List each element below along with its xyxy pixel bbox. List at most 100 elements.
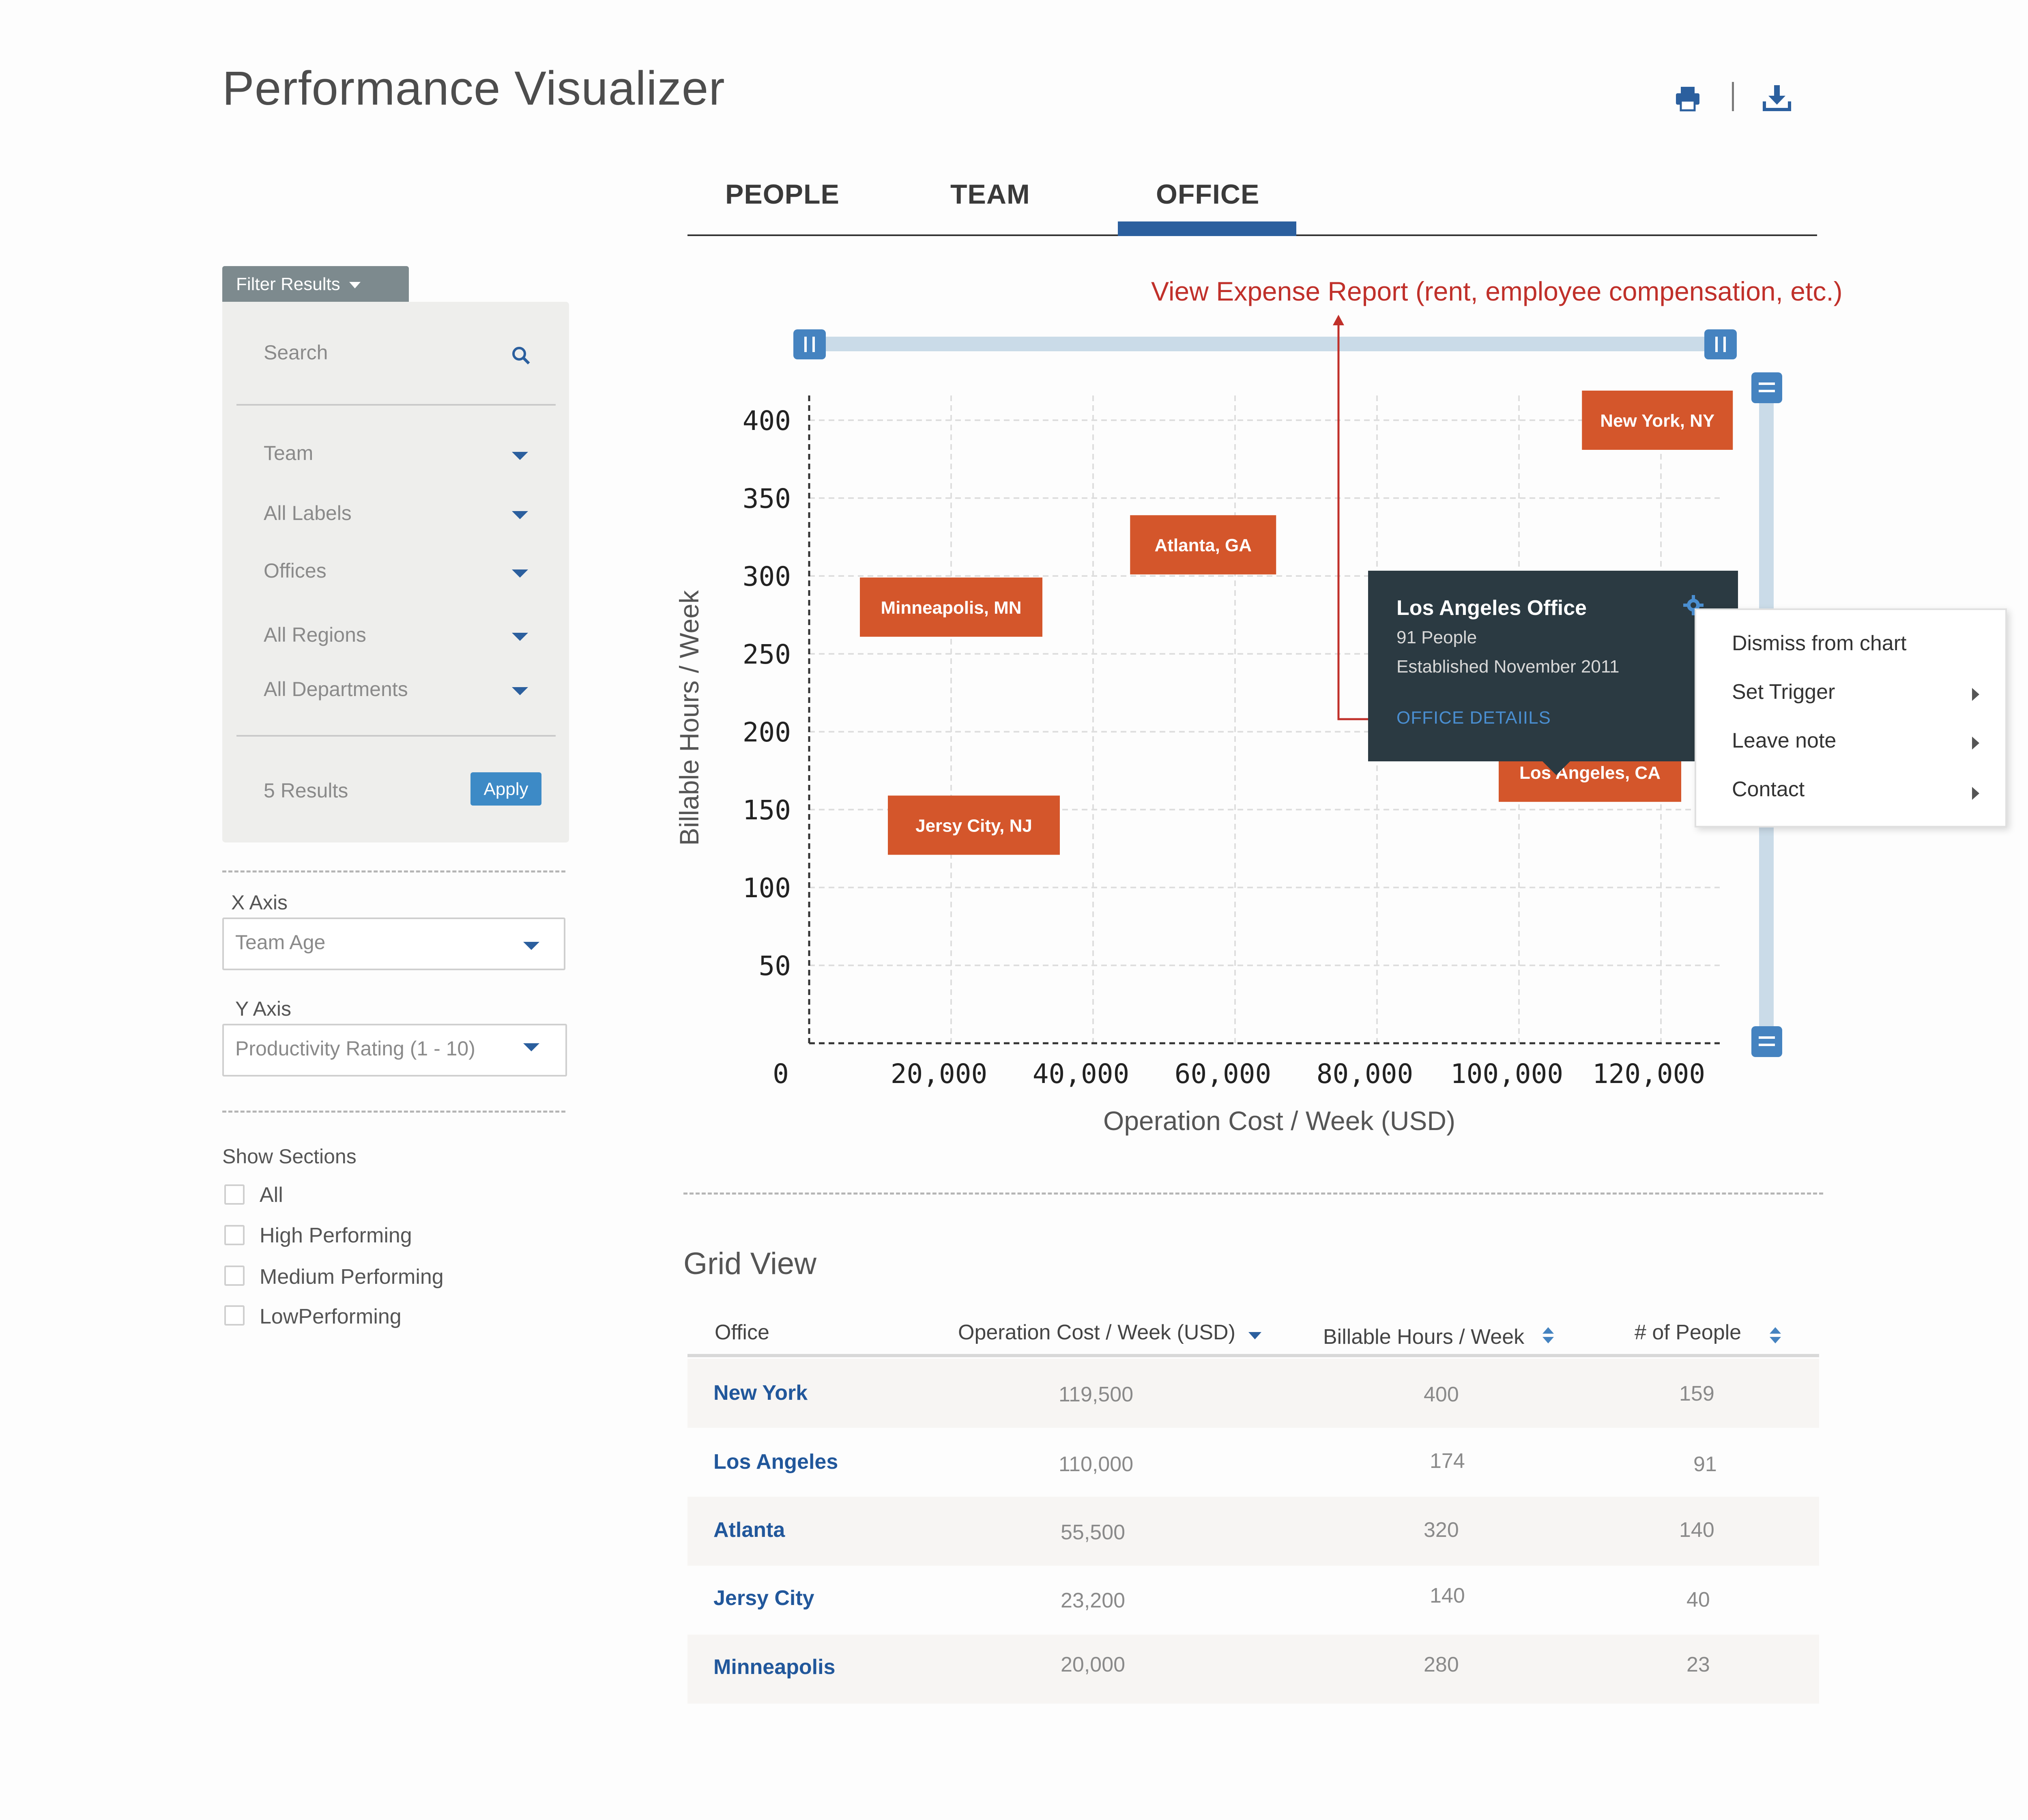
- data-point: Jersy City, NJ: [888, 795, 1060, 855]
- tooltip-people: 91 People: [1396, 627, 1477, 647]
- x-axis-title: Operation Cost / Week (USD): [1103, 1106, 1456, 1136]
- y-tick-label: 250: [743, 639, 791, 670]
- sections-divider: [222, 1111, 565, 1113]
- sort-icon[interactable]: [1768, 1326, 1782, 1347]
- column-header-people[interactable]: # of People: [1635, 1321, 1742, 1344]
- menu-item-dismiss[interactable]: Dismiss from chart: [1732, 632, 1907, 655]
- x-tick-label: 100,000: [1450, 1058, 1563, 1089]
- cost-cell: 110,000: [1059, 1453, 1134, 1476]
- chevron-down-icon[interactable]: [523, 1043, 539, 1051]
- apply-button[interactable]: Apply: [470, 772, 541, 806]
- office-link[interactable]: Los Angeles: [713, 1450, 838, 1474]
- office-link[interactable]: Jersy City: [713, 1586, 814, 1610]
- table-row[interactable]: Jersy City 23,200 140 40: [687, 1566, 1819, 1635]
- office-tooltip: Los Angeles Office 91 People Established…: [1368, 571, 1738, 775]
- submenu-arrow-icon: [1972, 737, 1979, 750]
- tooltip-title: Los Angeles Office: [1396, 596, 1587, 620]
- y-axis-select[interactable]: Productivity Rating (1 - 10): [222, 1024, 567, 1077]
- cost-cell: 20,000: [1061, 1653, 1126, 1676]
- x-axis-select[interactable]: Team Age: [222, 918, 565, 970]
- x-axis-label: X Axis: [231, 891, 288, 914]
- filter-results-button[interactable]: Filter Results: [222, 266, 409, 304]
- print-icon[interactable]: [1674, 85, 1701, 114]
- x-tick-label: 80,000: [1317, 1058, 1413, 1089]
- office-link[interactable]: New York: [713, 1381, 808, 1405]
- header-divider: [1732, 82, 1734, 111]
- y-tick-label: 300: [743, 561, 791, 592]
- menu-item-set-trigger[interactable]: Set Trigger: [1732, 680, 1835, 704]
- chevron-down-icon[interactable]: [512, 687, 528, 695]
- y-axis-title: Billable Hours / Week: [674, 590, 704, 846]
- checkbox-high[interactable]: [224, 1225, 245, 1245]
- column-header-hours[interactable]: Billable Hours / Week: [1323, 1325, 1525, 1349]
- chevron-down-icon[interactable]: [512, 569, 528, 578]
- dropdown-regions[interactable]: All Regions: [264, 623, 366, 646]
- checkbox-low[interactable]: [224, 1305, 245, 1326]
- caret-down-icon: [349, 282, 361, 289]
- people-cell: 159: [1679, 1382, 1714, 1405]
- hours-cell: 320: [1424, 1518, 1459, 1542]
- x-tick-label: 60,000: [1175, 1058, 1271, 1089]
- dropdown-team[interactable]: Team: [264, 442, 314, 464]
- grid-divider: [683, 1193, 1823, 1195]
- y-tick-label: 50: [759, 950, 791, 982]
- column-header-office[interactable]: Office: [715, 1321, 769, 1344]
- table-header-divider: [687, 1354, 1819, 1357]
- search-divider: [236, 404, 556, 406]
- sort-desc-icon[interactable]: [1248, 1332, 1261, 1339]
- y-tick-label: 350: [743, 483, 791, 514]
- cost-cell: 119,500: [1059, 1383, 1134, 1406]
- checkbox-all[interactable]: [224, 1184, 245, 1205]
- filter-panel: [222, 302, 569, 842]
- y-axis-value: Productivity Rating (1 - 10): [235, 1037, 475, 1060]
- hours-cell: 174: [1430, 1449, 1465, 1473]
- people-cell: 23: [1686, 1653, 1710, 1676]
- office-link[interactable]: Minneapolis: [713, 1655, 836, 1679]
- office-link[interactable]: Atlanta: [713, 1518, 785, 1542]
- filter-results-label: Filter Results: [236, 274, 340, 294]
- search-input[interactable]: Search: [264, 341, 328, 364]
- search-icon[interactable]: [511, 346, 531, 368]
- expense-report-annotation[interactable]: View Expense Report (rent, employee comp…: [1151, 276, 1843, 306]
- office-details-link[interactable]: OFFICE DETAIILS: [1396, 708, 1551, 728]
- results-count: 5 Results: [264, 779, 348, 802]
- menu-item-contact[interactable]: Contact: [1732, 778, 1805, 801]
- data-point-label: Atlanta, GA: [1154, 535, 1252, 555]
- page-title: Performance Visualizer: [222, 62, 725, 115]
- tab-active-indicator: [1118, 221, 1296, 236]
- table-row[interactable]: New York 119,500 400 159: [687, 1359, 1819, 1428]
- chevron-down-icon[interactable]: [512, 633, 528, 641]
- x-tick-label: 40,000: [1033, 1058, 1129, 1089]
- data-point-marker: [860, 577, 1042, 637]
- chevron-down-icon[interactable]: [512, 511, 528, 519]
- chevron-down-icon[interactable]: [512, 452, 528, 460]
- tab-office[interactable]: OFFICE: [1156, 179, 1260, 210]
- x-tick-label: 120,000: [1592, 1058, 1705, 1089]
- column-header-cost[interactable]: Operation Cost / Week (USD): [958, 1321, 1235, 1344]
- data-point-label: Minneapolis, MN: [881, 598, 1021, 618]
- table-row[interactable]: Minneapolis 20,000 280 23: [687, 1635, 1819, 1704]
- data-point-marker: [888, 795, 1060, 855]
- data-point-marker: [1582, 391, 1733, 450]
- tooltip-established: Established November 2011: [1396, 657, 1620, 677]
- chevron-down-icon[interactable]: [523, 942, 539, 950]
- dropdown-labels[interactable]: All Labels: [264, 502, 352, 524]
- tab-team[interactable]: TEAM: [950, 179, 1030, 210]
- sort-icon[interactable]: [1541, 1326, 1555, 1347]
- hours-cell: 140: [1430, 1584, 1465, 1607]
- menu-item-leave-note[interactable]: Leave note: [1732, 729, 1837, 752]
- data-point-label: New York, NY: [1600, 411, 1714, 431]
- section-label: All: [260, 1183, 283, 1207]
- x-range-handle-right: [1704, 329, 1737, 359]
- cost-cell: 55,500: [1061, 1521, 1126, 1544]
- dropdown-departments[interactable]: All Departments: [264, 678, 408, 700]
- checkbox-medium[interactable]: [224, 1266, 245, 1286]
- dropdown-offices[interactable]: Offices: [264, 559, 327, 582]
- y-tick-label: 200: [743, 717, 791, 748]
- tab-people[interactable]: PEOPLE: [725, 179, 840, 210]
- table-row[interactable]: Los Angeles 110,000 174 91: [687, 1428, 1819, 1497]
- download-icon[interactable]: [1763, 84, 1791, 114]
- y-tick-label: 150: [743, 795, 791, 826]
- x-tick-label: 0: [773, 1058, 789, 1089]
- table-row[interactable]: Atlanta 55,500 320 140: [687, 1497, 1819, 1566]
